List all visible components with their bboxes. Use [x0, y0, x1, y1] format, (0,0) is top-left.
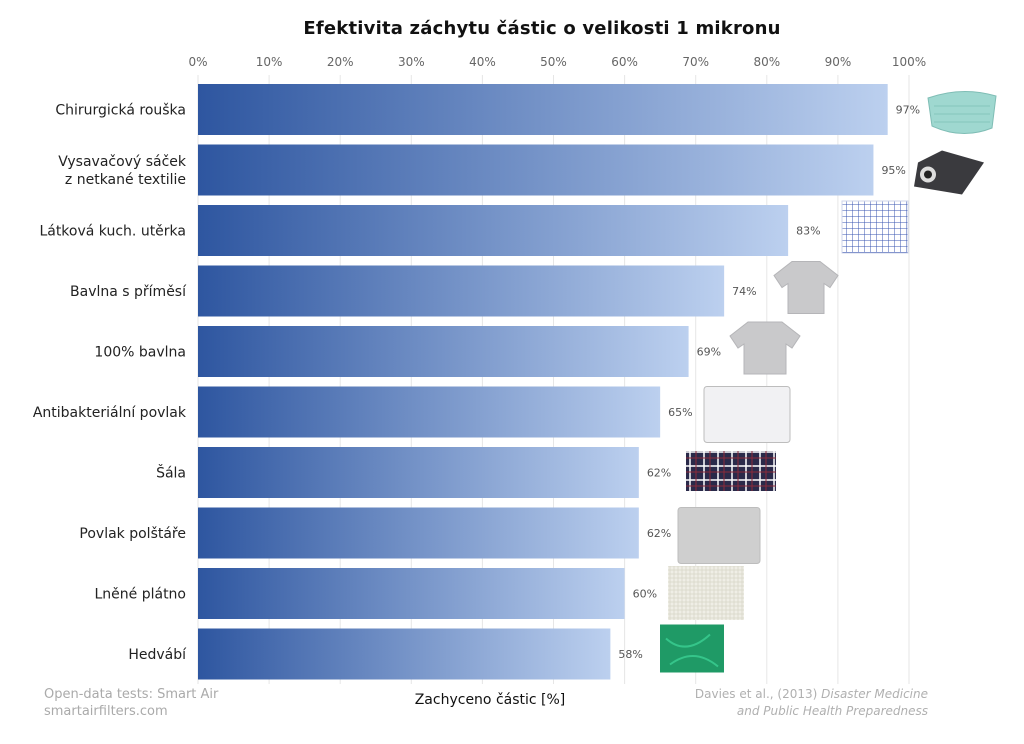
category-label: Povlak polštáře — [79, 526, 186, 542]
category-label: Chirurgická rouška — [55, 103, 186, 119]
x-tick-label: 80% — [753, 55, 780, 69]
x-tick-label: 30% — [398, 55, 425, 69]
scarf-icon — [686, 451, 776, 491]
category-label: Lněné plátno — [94, 587, 186, 603]
category-label: Antibakteriální povlak — [33, 405, 187, 421]
source-credit-line1: Open-data tests: Smart Air — [44, 687, 219, 702]
value-label: 58% — [618, 648, 642, 661]
category-label: Látková kuch. utěrka — [39, 224, 186, 240]
bar — [198, 84, 888, 135]
bar — [198, 628, 611, 680]
bar — [198, 447, 639, 498]
tea-towel-icon — [841, 200, 909, 254]
vacuum-bag-icon — [914, 150, 984, 195]
bar — [198, 386, 661, 438]
value-label: 60% — [633, 588, 657, 601]
study-citation: Davies et al., (2013) Disaster Medicine … — [695, 686, 928, 720]
bar — [198, 265, 725, 317]
x-tick-label: 20% — [327, 55, 354, 69]
linen-icon — [668, 566, 744, 620]
citation-journal-part2: and Public Health Preparedness — [736, 704, 928, 718]
source-credit-line2: smartairfilters.com — [44, 704, 168, 719]
bar — [198, 326, 689, 377]
tshirt-icon — [773, 261, 839, 314]
tshirt-icon — [729, 321, 801, 375]
source-credit: Open-data tests: Smart Air smartairfilte… — [44, 686, 218, 720]
category-label: Hedvábí — [128, 647, 187, 663]
value-label: 74% — [732, 285, 756, 298]
category-label: Vysavačový sáček z netkané textilie — [58, 154, 187, 188]
value-label: 65% — [668, 406, 692, 419]
chart-title: Efektivita záchytu částic o velikosti 1 … — [303, 18, 781, 39]
value-label: 62% — [647, 527, 671, 540]
surgical-mask-icon — [927, 90, 997, 134]
bar — [198, 507, 639, 559]
value-label: 69% — [697, 346, 721, 359]
citation-authors: Davies et al., (2013) — [694, 687, 818, 701]
pillowcase-icon — [703, 386, 791, 443]
x-tick-label: 70% — [682, 55, 709, 69]
value-label: 95% — [881, 164, 905, 177]
x-tick-label: 60% — [611, 55, 638, 69]
bar — [198, 144, 874, 196]
x-axis-label: Zachyceno částic [%] — [414, 692, 566, 708]
bar — [198, 568, 625, 619]
value-label: 62% — [647, 467, 671, 480]
category-label: 100% bavlna — [94, 345, 186, 361]
bar — [198, 205, 789, 256]
x-tick-label: 10% — [256, 55, 283, 69]
silk-icon — [660, 624, 724, 673]
category-label: Bavlna s příměsí — [70, 284, 187, 300]
x-tick-label: 90% — [825, 55, 852, 69]
value-label: 97% — [896, 104, 920, 117]
x-tick-label: 50% — [540, 55, 567, 69]
x-tick-label: 100% — [892, 55, 926, 69]
pillowcase-icon — [677, 507, 761, 564]
citation-journal-part1: Disaster Medicine — [821, 687, 928, 701]
x-tick-label: 40% — [469, 55, 496, 69]
x-tick-label: 0% — [188, 55, 207, 69]
value-label: 83% — [796, 225, 820, 238]
category-label: Šála — [156, 464, 186, 482]
